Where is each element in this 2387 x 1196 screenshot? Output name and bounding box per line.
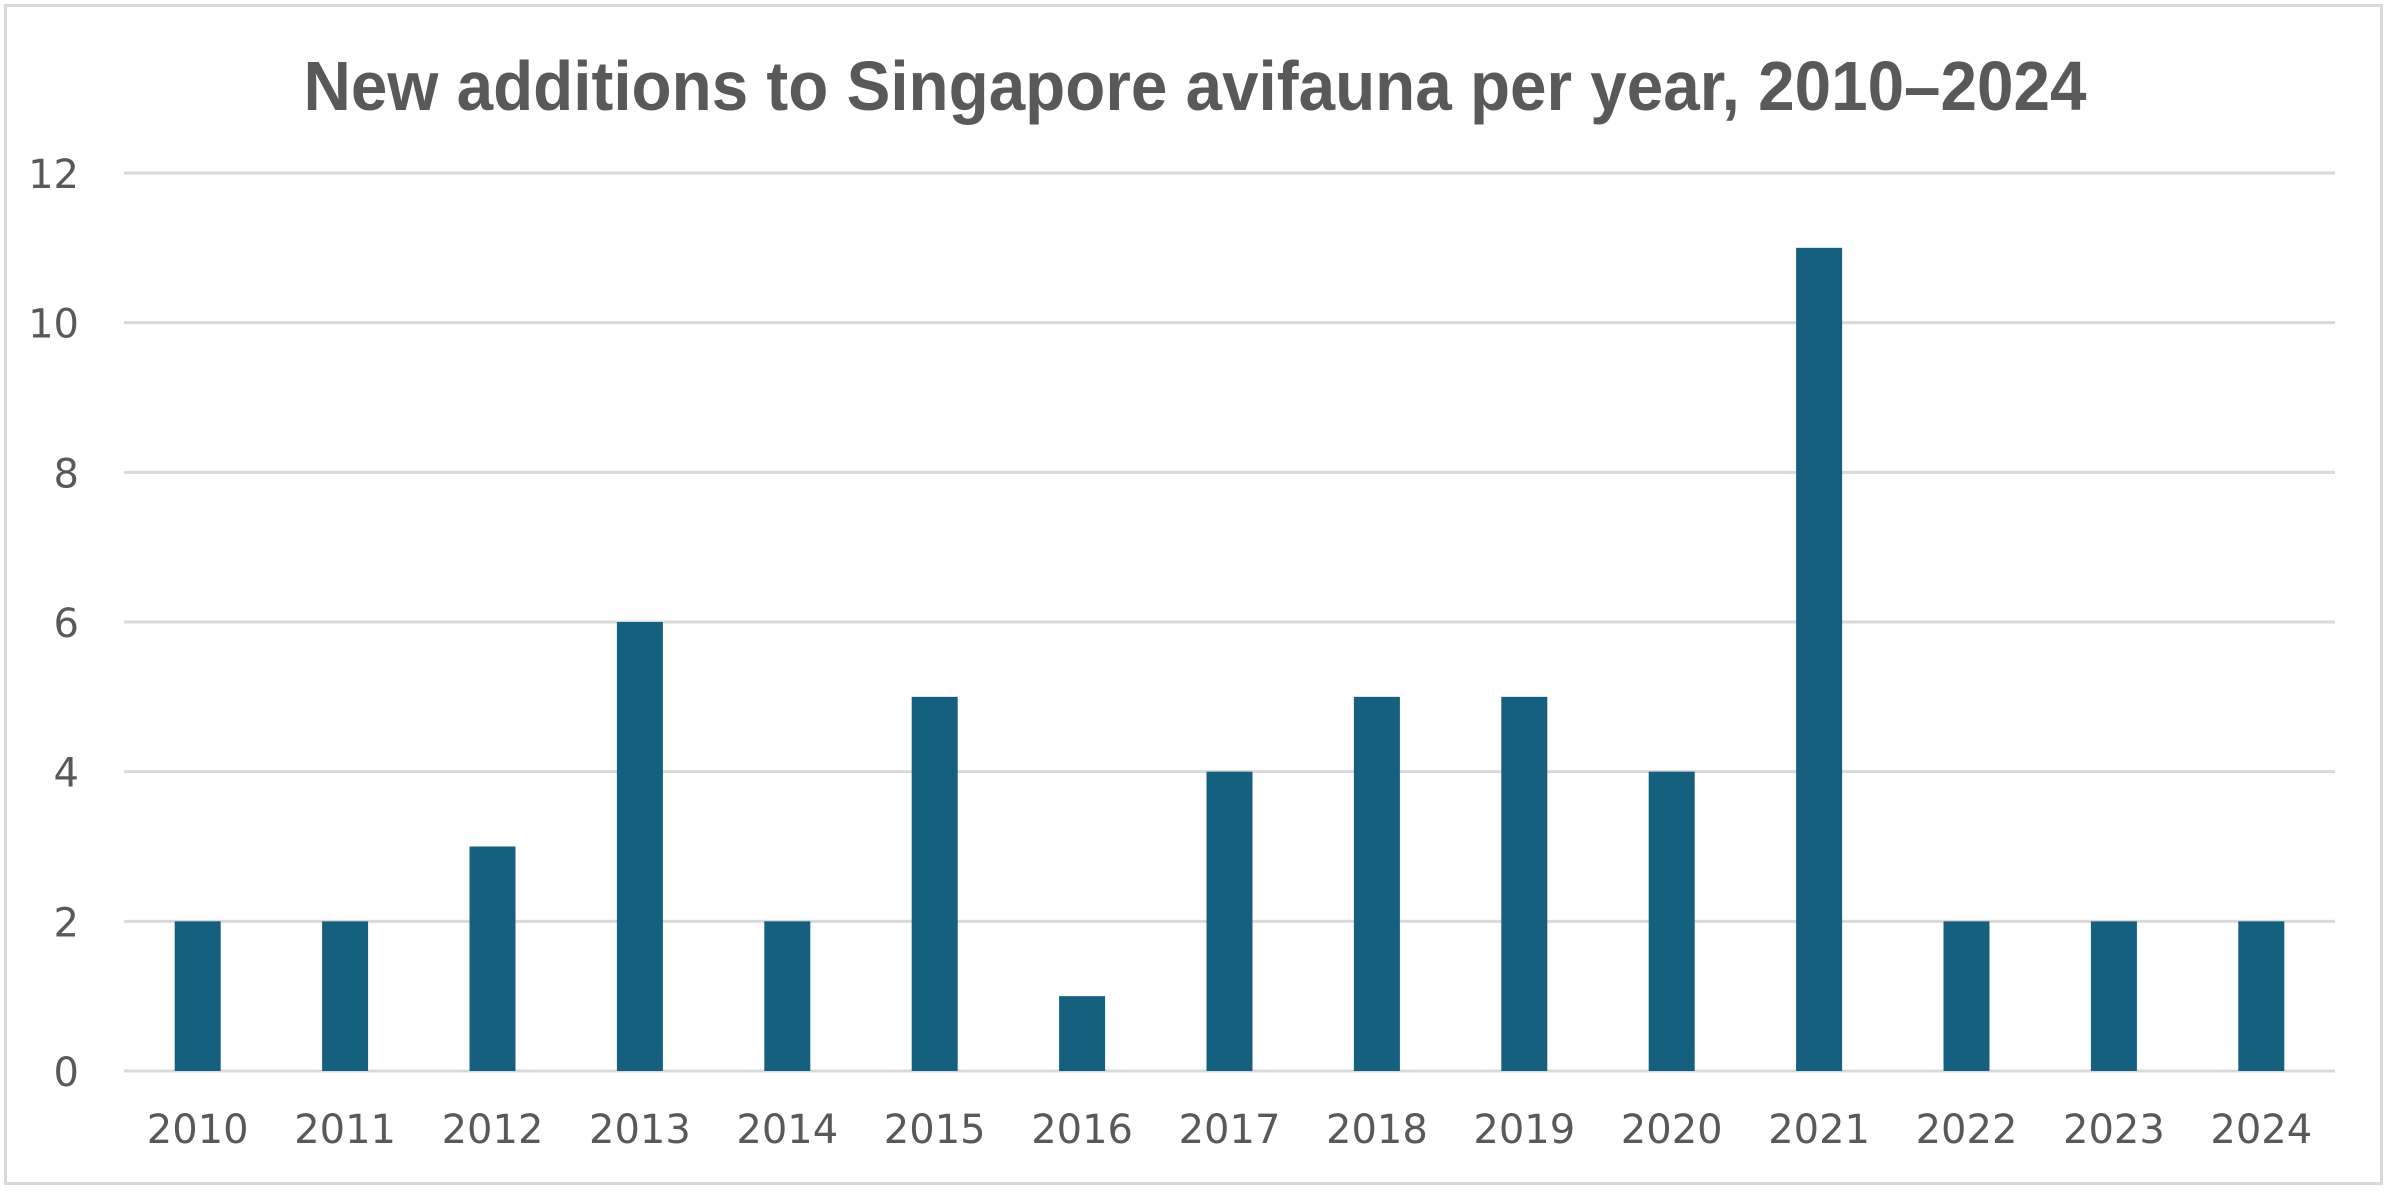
x-tick-label: 2022	[1916, 1107, 2018, 1153]
bar-2018	[1353, 696, 1400, 1071]
x-tick-label: 2019	[1473, 1107, 1575, 1153]
bar-2020	[1648, 771, 1695, 1071]
x-tick-label: 2023	[2063, 1107, 2165, 1153]
y-tick-label: 0	[54, 1050, 79, 1096]
x-tick-label: 2018	[1326, 1107, 1428, 1153]
bars	[174, 247, 2285, 1072]
y-tick-label: 6	[54, 601, 79, 647]
bar-2024	[2238, 921, 2285, 1071]
x-tick-label: 2012	[442, 1107, 544, 1153]
x-tick-label: 2024	[2210, 1107, 2312, 1153]
y-tick-label: 8	[54, 451, 79, 497]
bar-2022	[1943, 921, 1990, 1071]
x-tick-label: 2013	[589, 1107, 691, 1153]
y-tick-label: 12	[28, 152, 79, 198]
bar-2019	[1501, 696, 1548, 1071]
x-tick-label: 2016	[1031, 1107, 1133, 1153]
bar-2017	[1206, 771, 1253, 1071]
bar-2014	[764, 921, 811, 1071]
x-tick-label: 2011	[294, 1107, 396, 1153]
bar-2016	[1059, 996, 1106, 1071]
x-tick-label: 2020	[1621, 1107, 1723, 1153]
bar-2011	[322, 921, 369, 1071]
y-tick-label: 10	[28, 302, 79, 348]
chart-title: New additions to Singapore avifauna per …	[304, 47, 2087, 125]
bar-2013	[616, 622, 663, 1071]
y-axis-ticks: 0 2 4 6 8 10 12	[28, 152, 79, 1096]
bar-2012	[469, 846, 516, 1071]
x-tick-label: 2017	[1179, 1107, 1281, 1153]
y-tick-label: 4	[54, 751, 79, 797]
y-tick-label: 2	[54, 900, 79, 946]
x-axis-ticks: 2010 2011 2012 2013 2014 2015 2016 2017 2018 2019…	[147, 1107, 2312, 1153]
bar-2010	[174, 921, 221, 1071]
x-tick-label: 2021	[1768, 1107, 1870, 1153]
x-tick-label: 2010	[147, 1107, 249, 1153]
bar-2021	[1796, 247, 1843, 1072]
x-tick-label: 2015	[884, 1107, 986, 1153]
bar-2015	[911, 696, 958, 1071]
bar-2023	[2090, 921, 2137, 1071]
x-tick-label: 2014	[736, 1107, 838, 1153]
